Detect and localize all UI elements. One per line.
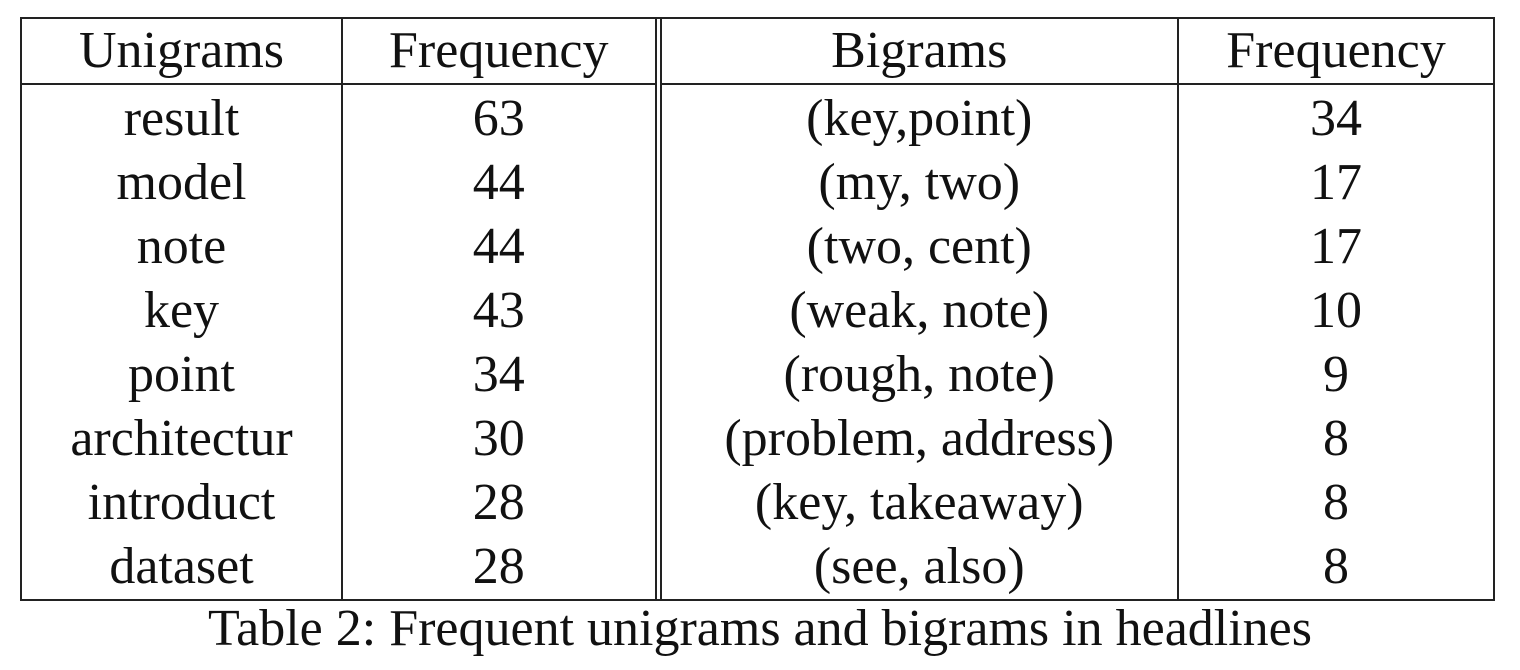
table-row: result 63 (key,point) 34 — [22, 84, 1493, 151]
bigram-cell: (weak, note) — [654, 279, 1178, 343]
bigram-cell: (rough, note) — [654, 343, 1178, 407]
header-unigram-frequency: Frequency — [341, 19, 658, 85]
table-row: dataset 28 (see, also) 8 — [22, 535, 1493, 599]
table-row: introduct 28 (key, takeaway) 8 — [22, 471, 1493, 535]
table-row: model 44 (my, two) 17 — [22, 151, 1493, 215]
header-bigrams: Bigrams — [654, 19, 1178, 85]
unigram-cell: architectur — [70, 410, 293, 467]
unigram-cell: note — [136, 218, 227, 275]
header-bigram-frequency: Frequency — [1177, 19, 1493, 85]
header-unigrams: Unigrams — [22, 19, 342, 85]
unigram-cell: model — [116, 154, 247, 211]
bigram-frequency-cell: 8 — [1177, 407, 1493, 471]
unigram-frequency-cell: 28 — [341, 471, 658, 535]
unigram-cell: introduct — [87, 474, 276, 531]
unigram-frequency-cell: 63 — [341, 84, 658, 151]
frequency-table-frame: Unigrams Frequency Bigrams Frequency res… — [20, 17, 1495, 601]
bigram-cell: (key,point) — [654, 84, 1178, 151]
bigram-cell: (my, two) — [654, 151, 1178, 215]
bigram-cell: (problem, address) — [654, 407, 1178, 471]
unigram-cell: dataset — [109, 538, 254, 595]
bigram-cell: (see, also) — [654, 535, 1178, 599]
unigram-cell: key — [143, 282, 220, 339]
bigram-frequency-cell: 17 — [1177, 151, 1493, 215]
bigram-frequency-cell: 34 — [1177, 84, 1493, 151]
unigram-cell: result — [123, 90, 240, 147]
frequency-table: Unigrams Frequency Bigrams Frequency res… — [22, 19, 1493, 599]
table-row: key 43 (weak, note) 10 — [22, 279, 1493, 343]
bigram-cell: (key, takeaway) — [654, 471, 1178, 535]
bigram-frequency-cell: 8 — [1177, 535, 1493, 599]
table-row: architectur 30 (problem, address) 8 — [22, 407, 1493, 471]
unigram-frequency-cell: 43 — [341, 279, 658, 343]
unigram-frequency-cell: 30 — [341, 407, 658, 471]
bigram-frequency-cell: 10 — [1177, 279, 1493, 343]
unigram-cell: point — [128, 346, 235, 403]
table-row: point 34 (rough, note) 9 — [22, 343, 1493, 407]
unigram-frequency-cell: 44 — [341, 215, 658, 279]
table-row: note 44 (two, cent) 17 — [22, 215, 1493, 279]
table-header-row: Unigrams Frequency Bigrams Frequency — [22, 19, 1493, 85]
unigram-frequency-cell: 28 — [341, 535, 658, 599]
bigram-cell: (two, cent) — [654, 215, 1178, 279]
unigram-frequency-cell: 34 — [341, 343, 658, 407]
bigram-frequency-cell: 17 — [1177, 215, 1493, 279]
table-caption: Table 2: Frequent unigrams and bigrams i… — [208, 600, 1312, 657]
bigram-frequency-cell: 9 — [1177, 343, 1493, 407]
bigram-frequency-cell: 8 — [1177, 471, 1493, 535]
unigram-frequency-cell: 44 — [341, 151, 658, 215]
